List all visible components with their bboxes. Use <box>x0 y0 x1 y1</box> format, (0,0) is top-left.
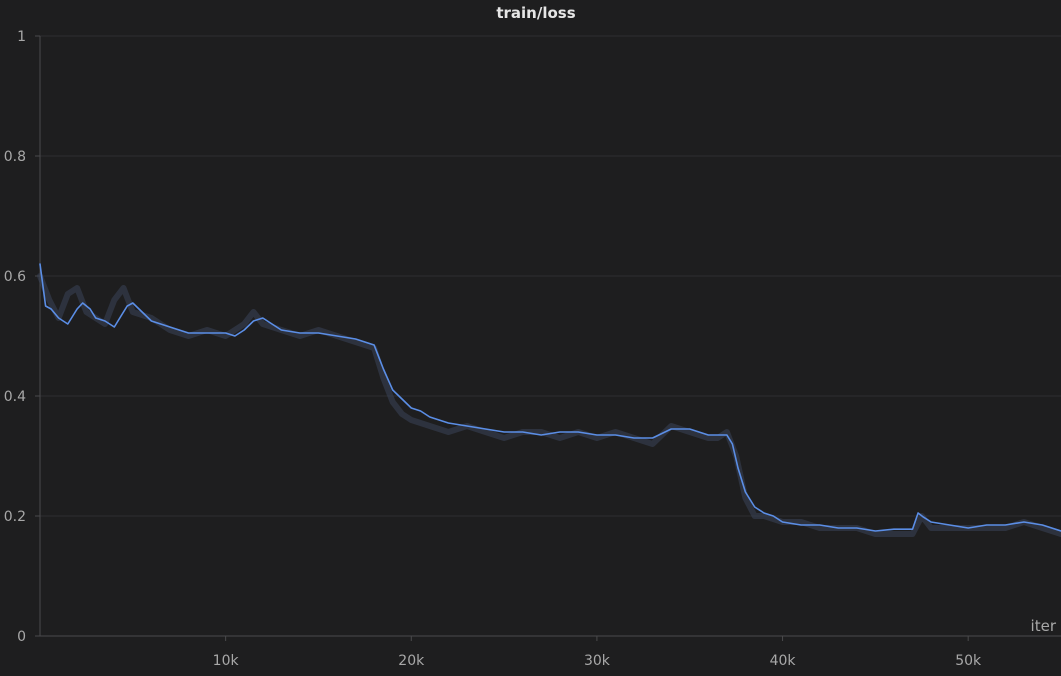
grid-lines <box>40 35 1061 517</box>
x-tick-label: 20k <box>398 653 425 669</box>
y-tick-label: 1 <box>17 29 26 45</box>
y-tick-label: 0.6 <box>4 269 26 285</box>
x-tick-label: 50k <box>955 653 982 669</box>
series <box>37 263 1061 537</box>
raw-loss-line <box>37 273 1061 537</box>
x-tick-label: 40k <box>770 653 797 669</box>
y-tick-label: 0 <box>17 629 26 645</box>
y-tick-label: 0.8 <box>4 149 26 165</box>
y-ticks: 0 0.2 0.4 0.6 0.8 1 <box>4 29 40 645</box>
y-tick-label: 0.2 <box>4 509 26 525</box>
chart-title: train/loss <box>496 4 575 22</box>
x-tick-label: 30k <box>584 653 611 669</box>
x-ticks: 10k 20k 30k 40k 50k <box>213 636 982 669</box>
smoothed-loss-line <box>39 263 1061 532</box>
x-axis-label: iter <box>1031 617 1057 635</box>
y-tick-label: 0.4 <box>4 389 26 405</box>
x-tick-label: 10k <box>213 653 240 669</box>
axes <box>39 36 1061 637</box>
